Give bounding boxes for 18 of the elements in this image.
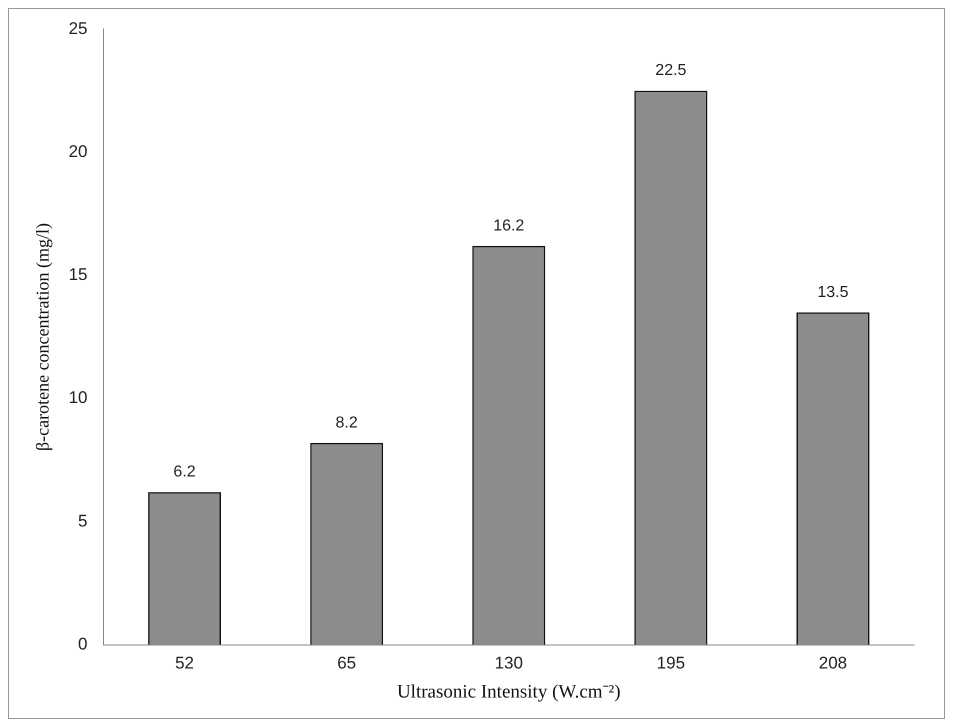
y-tick-label: 10: [68, 388, 88, 408]
x-axis-title: Ultrasonic Intensity (W.cm⁻²): [396, 682, 621, 703]
x-tick-label: 52: [175, 654, 194, 673]
data-label: 22.5: [655, 62, 687, 80]
y-tick-label: 5: [78, 511, 88, 530]
data-label: 8.2: [336, 414, 358, 432]
x-tick-label: 195: [656, 654, 686, 673]
y-axis-title: β-carotene concentration (mg/l): [32, 222, 53, 452]
y-tick-label: 20: [68, 142, 88, 162]
y-tick-label: 25: [68, 18, 88, 38]
data-label: 6.2: [173, 464, 196, 481]
x-tick-label: 130: [494, 654, 523, 673]
data-label: 16.2: [493, 217, 524, 234]
x-tick-label: 65: [337, 654, 356, 673]
y-tick-label: 15: [68, 265, 88, 284]
data-label: 13.5: [817, 284, 849, 301]
x-tick-label: 208: [818, 654, 848, 673]
y-tick-label: 0: [78, 634, 88, 654]
